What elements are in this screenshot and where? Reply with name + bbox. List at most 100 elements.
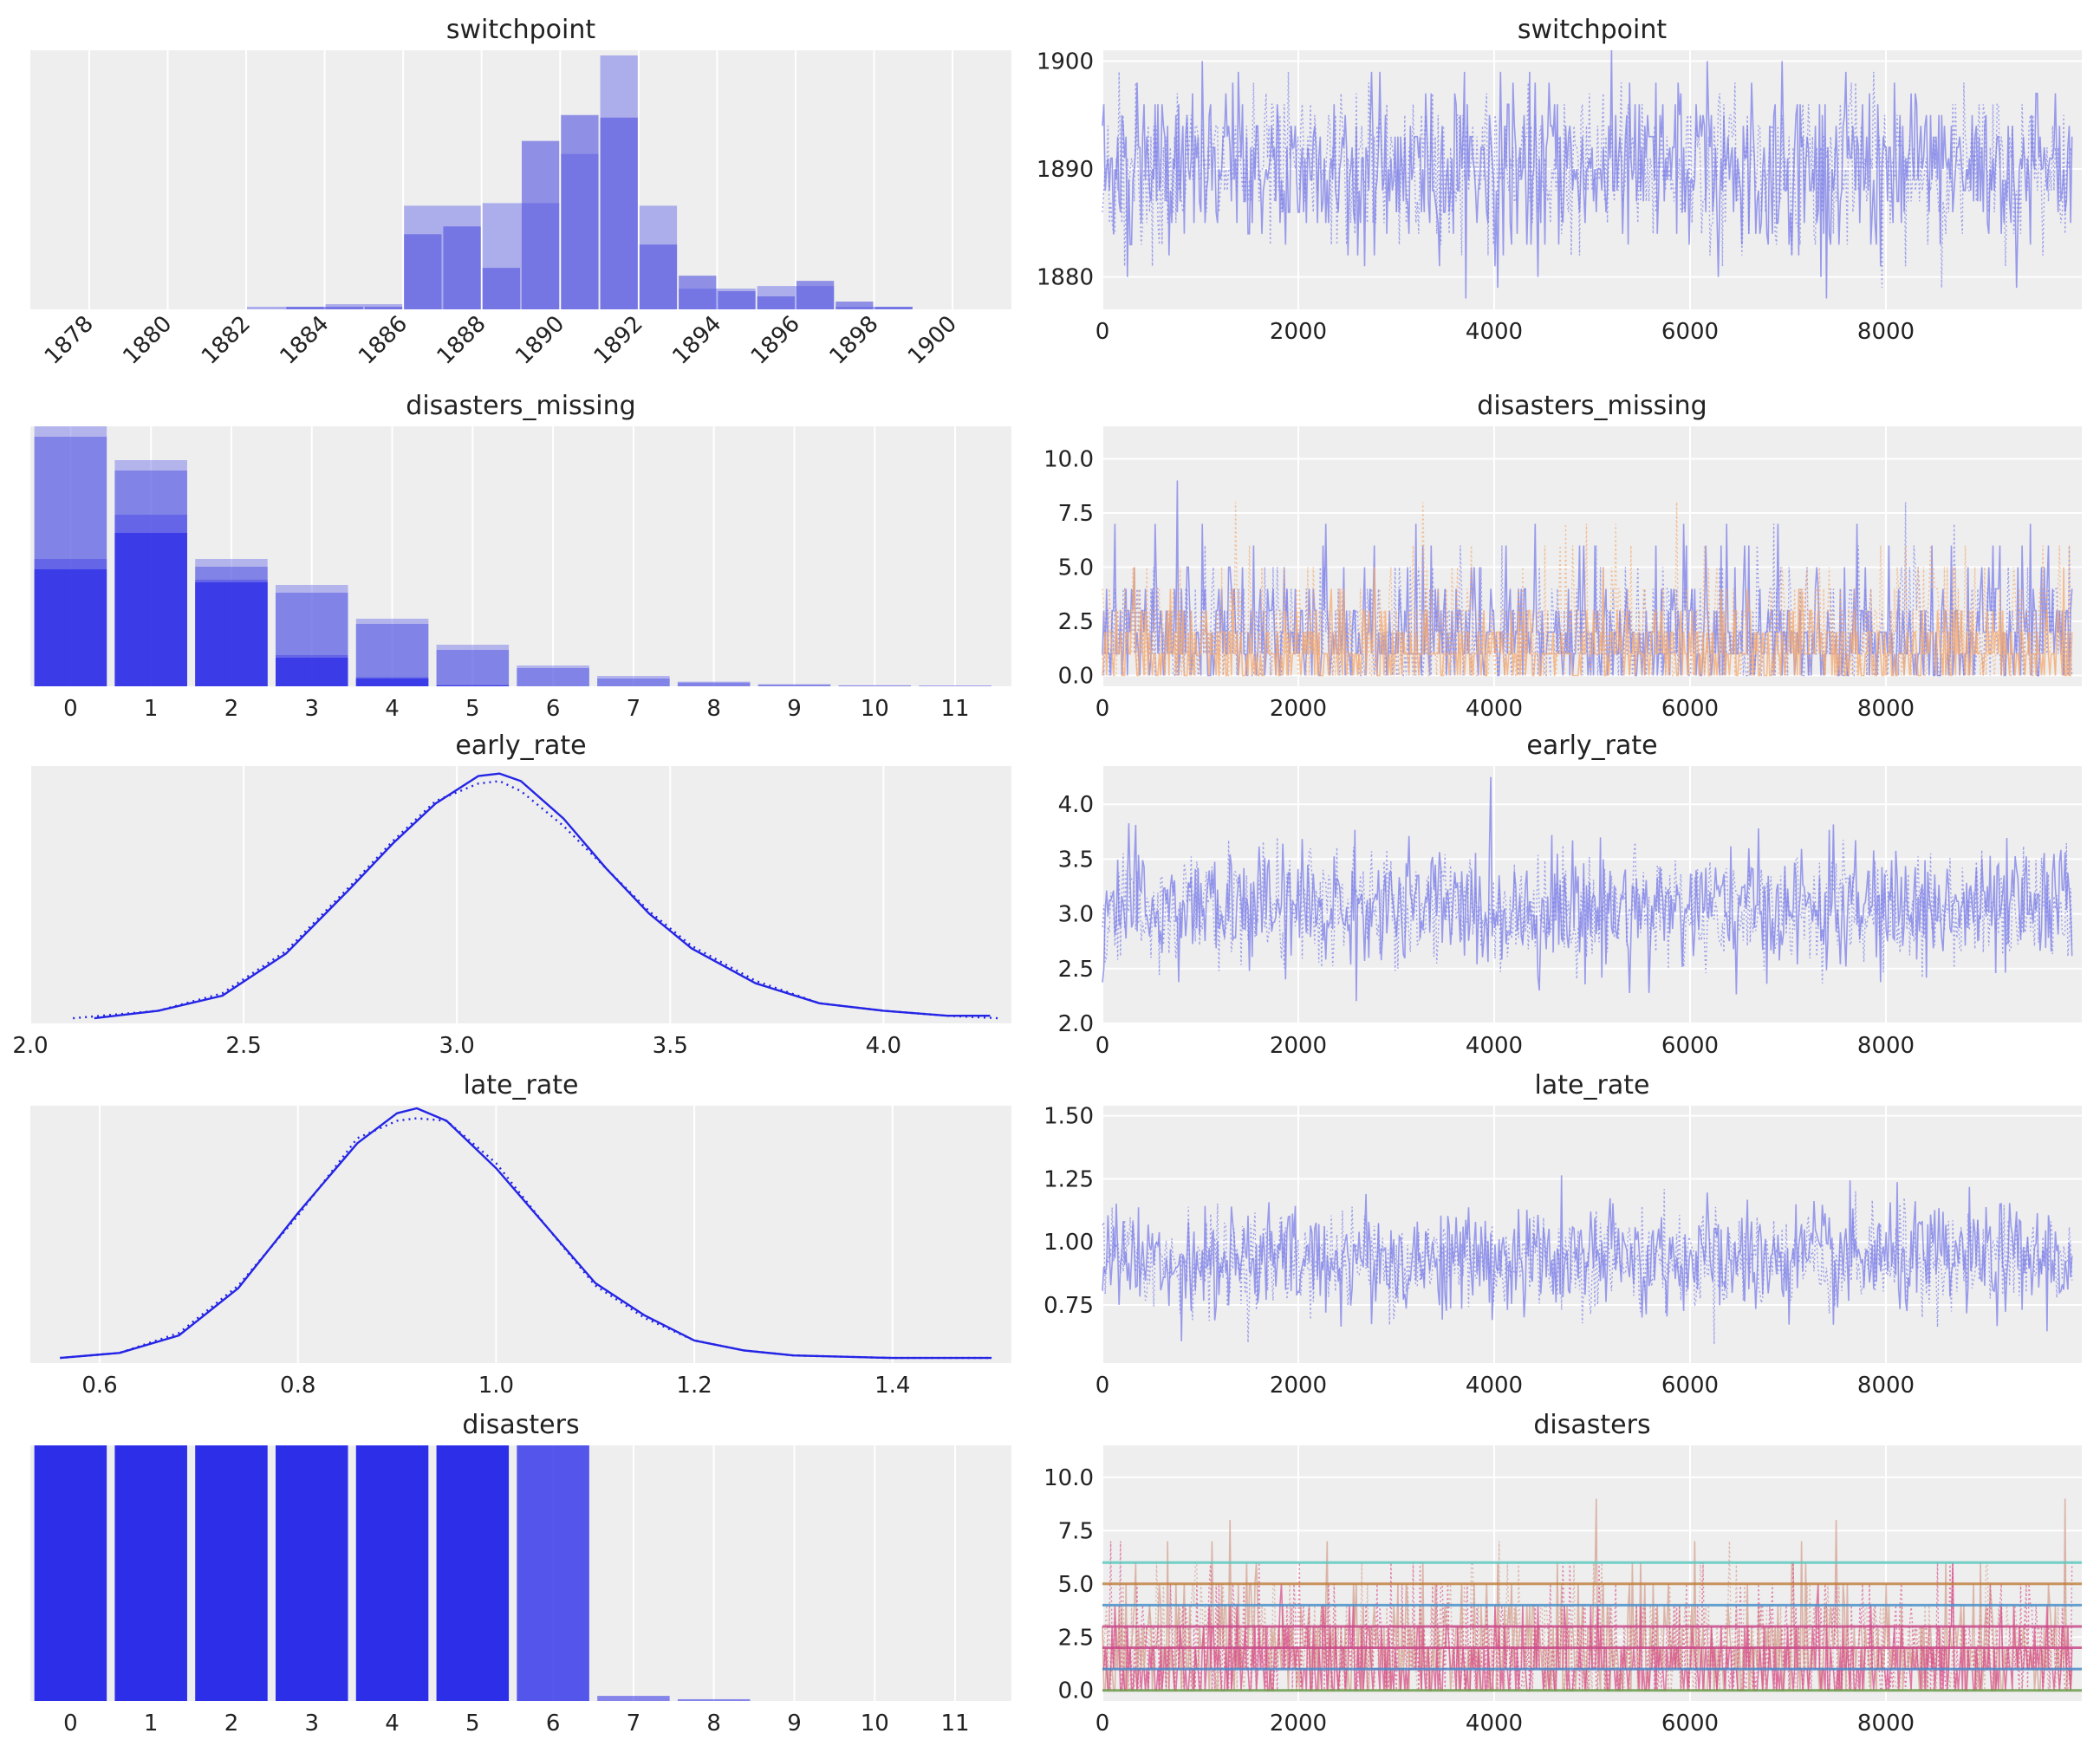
x-tick-label: 4000 bbox=[1466, 319, 1523, 345]
x-tick-label: 6000 bbox=[1661, 696, 1719, 722]
hist-bar bbox=[114, 1445, 187, 1701]
hist-bar bbox=[364, 307, 403, 309]
panel-title: early_rate bbox=[455, 730, 586, 761]
hist-bar bbox=[355, 678, 429, 686]
panel-title: disasters_missing bbox=[406, 391, 635, 421]
y-tick-label: 4.0 bbox=[1058, 792, 1094, 818]
x-tick-label: 0 bbox=[1096, 1373, 1110, 1399]
x-tick-label: 4 bbox=[385, 1711, 400, 1737]
panel-title: late_rate bbox=[464, 1070, 579, 1100]
hist-bar bbox=[677, 682, 751, 686]
x-tick-label: 7 bbox=[627, 696, 641, 722]
panel-left-late-rate: late_rate 0.6 0.8 1.0 1.2 1.4 bbox=[30, 1070, 1011, 1399]
x-tick-label: 2000 bbox=[1270, 696, 1327, 722]
x-tick-label: 1898 bbox=[824, 311, 883, 370]
x-tick-label: 8000 bbox=[1857, 1711, 1915, 1737]
x-tick-label: 6000 bbox=[1661, 319, 1719, 345]
panel-title: switchpoint bbox=[1518, 15, 1668, 45]
x-tick-label: 10 bbox=[861, 696, 889, 722]
hist-bar bbox=[436, 685, 510, 686]
panel-title: early_rate bbox=[1526, 730, 1657, 761]
y-tick-label: 10.0 bbox=[1043, 1465, 1094, 1491]
hist-bar bbox=[600, 117, 638, 309]
x-tick-label: 8000 bbox=[1857, 1033, 1915, 1059]
y-tick-label: 1880 bbox=[1037, 265, 1094, 291]
x-tick-label: 6000 bbox=[1661, 1711, 1719, 1737]
x-tick-label: 1900 bbox=[903, 311, 962, 370]
trace-line-dotted bbox=[1102, 502, 2072, 677]
hist-bar bbox=[34, 1445, 107, 1701]
hist-bar bbox=[639, 244, 678, 309]
panel-right-disasters-missing: disasters_missing 0 2000 4000 6000 8000 0.0 2.5… bbox=[1043, 391, 2082, 722]
hist-bar bbox=[436, 650, 510, 686]
x-tick-label: 4000 bbox=[1466, 1711, 1523, 1737]
y-tick-label: 2.5 bbox=[1058, 957, 1094, 983]
x-tick-label: 1884 bbox=[276, 311, 335, 370]
x-tick-label: 2.0 bbox=[12, 1033, 48, 1059]
x-tick-label: 6 bbox=[546, 1711, 561, 1737]
hist-bar bbox=[443, 226, 481, 309]
panel-right-disasters: disasters 0 2000 4000 6000 8000 0.0 2.5 5.0 7.5 10… bbox=[1043, 1410, 2082, 1737]
x-tick-label: 0 bbox=[1096, 696, 1110, 722]
x-tick-label: 0 bbox=[1096, 1711, 1110, 1737]
x-tick-label: 1878 bbox=[40, 311, 99, 370]
hist-bar bbox=[919, 685, 991, 686]
hist-bar bbox=[355, 1445, 429, 1701]
hist-bar bbox=[838, 685, 912, 686]
y-tick-label: 5.0 bbox=[1058, 1572, 1094, 1598]
x-tick-label: 0.6 bbox=[81, 1373, 117, 1399]
trace-line bbox=[1102, 480, 2073, 677]
plot-area bbox=[30, 426, 1011, 686]
x-tick-label: 2000 bbox=[1270, 319, 1327, 345]
plot-area bbox=[30, 1106, 1011, 1363]
y-tick-label: 0.0 bbox=[1058, 664, 1094, 690]
x-tick-label: 4 bbox=[385, 696, 400, 722]
hist-bar bbox=[34, 559, 107, 686]
x-tick-label: 2 bbox=[224, 696, 239, 722]
y-tick-label: 1900 bbox=[1037, 49, 1094, 75]
x-tick-label: 1894 bbox=[667, 311, 726, 370]
panel-left-disasters: disasters 0 1 2 3 4 5 6 7 8 9 10 11 bbox=[30, 1410, 1011, 1737]
x-tick-label: 6 bbox=[546, 696, 561, 722]
x-tick-label: 1888 bbox=[432, 311, 491, 370]
x-tick-label: 2.5 bbox=[225, 1033, 261, 1059]
x-tick-label: 3.0 bbox=[439, 1033, 474, 1059]
y-tick-label: 7.5 bbox=[1058, 1518, 1094, 1544]
x-tick-label: 8 bbox=[706, 1711, 721, 1737]
x-tick-label: 8 bbox=[706, 696, 721, 722]
x-tick-label: 2 bbox=[224, 1711, 239, 1737]
panel-title: disasters bbox=[1533, 1410, 1650, 1440]
hist-bar bbox=[677, 1698, 751, 1701]
x-tick-label: 1886 bbox=[354, 311, 413, 370]
hist-bar bbox=[404, 234, 442, 309]
x-tick-label: 2000 bbox=[1270, 1711, 1327, 1737]
hist-bar bbox=[355, 677, 429, 686]
x-tick-label: 1 bbox=[144, 696, 159, 722]
y-tick-label: 0.0 bbox=[1058, 1678, 1094, 1704]
hist-bar bbox=[276, 655, 348, 686]
hist-bar bbox=[195, 582, 268, 686]
panel-title: switchpoint bbox=[446, 15, 596, 45]
hist-bar bbox=[276, 658, 348, 686]
x-tick-label: 11 bbox=[941, 1711, 970, 1737]
hist-bar bbox=[597, 678, 670, 686]
x-tick-label: 9 bbox=[787, 696, 802, 722]
y-tick-label: 2.5 bbox=[1058, 609, 1094, 635]
hist-bar bbox=[835, 307, 913, 309]
x-tick-label: 2000 bbox=[1270, 1373, 1327, 1399]
panel-left-switchpoint: switchpoint 1878 1880 1882 1884 1886 1888 1890 1… bbox=[30, 15, 1011, 370]
x-tick-label: 0 bbox=[1096, 1033, 1110, 1059]
x-tick-label: 1896 bbox=[746, 311, 805, 370]
hist-bar bbox=[597, 1696, 670, 1701]
hist-bar bbox=[517, 668, 589, 686]
x-tick-label: 2000 bbox=[1270, 1033, 1327, 1059]
y-tick-label: 1.25 bbox=[1043, 1166, 1094, 1192]
hist-bar bbox=[796, 281, 835, 309]
x-tick-label: 0 bbox=[63, 696, 78, 722]
trace-line-dotted bbox=[1102, 502, 2073, 677]
y-tick-label: 1.50 bbox=[1043, 1104, 1094, 1130]
x-tick-label: 3.5 bbox=[653, 1033, 688, 1059]
panel-left-early-rate: early_rate 2.0 2.5 3.0 3.5 4.0 bbox=[12, 730, 1011, 1059]
x-tick-label: 7 bbox=[627, 1711, 641, 1737]
